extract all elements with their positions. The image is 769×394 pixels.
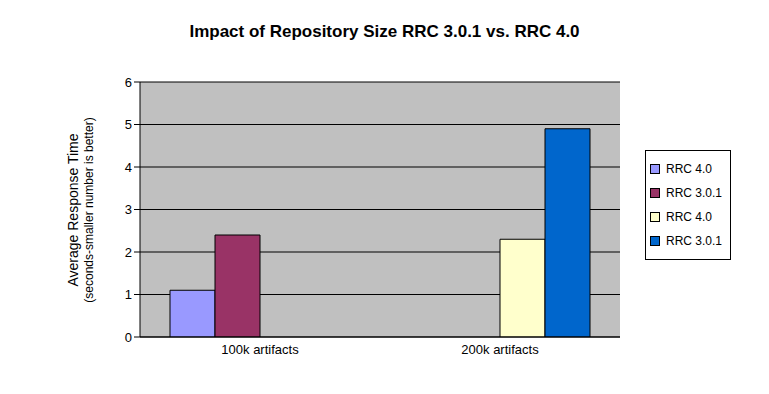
svg-text:1: 1 [125, 287, 132, 302]
svg-text:4: 4 [125, 160, 132, 175]
html-text:Impact of Repository Size RRC: Impact of Repository Size RRC 3.0.1 vs. … [189, 22, 580, 41]
html-text:RRC 3.0.1: RRC 3.0.1 [666, 234, 722, 248]
svg-text:2: 2 [125, 245, 132, 260]
svg-text:0: 0 [125, 330, 132, 345]
html-text:RRC 4.0: RRC 4.0 [666, 210, 712, 224]
svg-text:200k artifacts: 200k artifacts [461, 342, 539, 357]
svg-text:100k artifacts: 100k artifacts [221, 342, 299, 357]
html-text:(seconds-smaller number is bet: (seconds-smaller number is better) [82, 117, 96, 303]
html-text:Average Response Time: Average Response Time [65, 133, 81, 287]
svg-text:5: 5 [125, 117, 132, 132]
html-text:RRC 4.0: RRC 4.0 [666, 162, 712, 176]
svg-text:3: 3 [125, 202, 132, 217]
html-text:RRC 3.0.1: RRC 3.0.1 [666, 186, 722, 200]
svg-text:6: 6 [125, 75, 132, 90]
